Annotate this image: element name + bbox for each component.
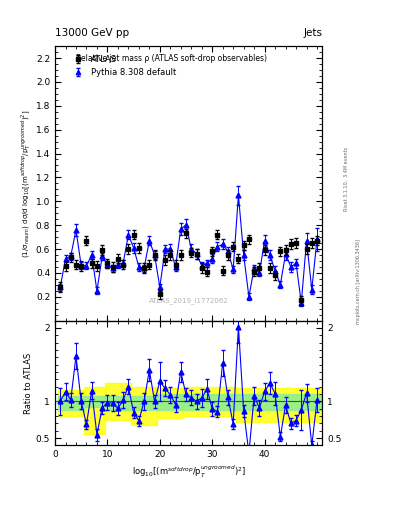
Text: Rivet 3.1.10,  3.4M events: Rivet 3.1.10, 3.4M events [344,147,349,211]
X-axis label: log$_{10}$[(m$^{soft drop}$/p$_T^{ungroomed}$)$^2$]: log$_{10}$[(m$^{soft drop}$/p$_T^{ungroo… [132,463,246,480]
Y-axis label: (1/σ$_{resum}$) dσ/d log$_{10}$[(m$^{soft drop}$/p$_T^{ungroomed}$)$^2$]: (1/σ$_{resum}$) dσ/d log$_{10}$[(m$^{sof… [20,109,33,258]
Text: 13000 GeV pp: 13000 GeV pp [55,28,129,38]
Legend: ATLAS, Pythia 8.308 default: ATLAS, Pythia 8.308 default [68,52,180,80]
Text: Relative jet mass ρ (ATLAS soft-drop observables): Relative jet mass ρ (ATLAS soft-drop obs… [76,54,267,63]
Text: Jets: Jets [303,28,322,38]
Text: mcplots.cern.ch [arXiv:1306.3436]: mcplots.cern.ch [arXiv:1306.3436] [356,239,361,324]
Text: ATLAS_2019_I1772062: ATLAS_2019_I1772062 [149,297,228,304]
Y-axis label: Ratio to ATLAS: Ratio to ATLAS [24,352,33,414]
